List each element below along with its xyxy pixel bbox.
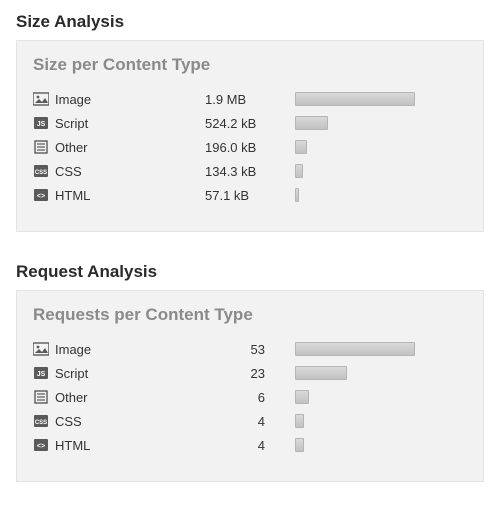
svg-text:<>: <>	[37, 443, 45, 450]
request-bar	[295, 438, 304, 452]
svg-text:CSS: CSS	[35, 420, 47, 426]
html-icon: <>	[33, 438, 49, 452]
request-bar	[295, 366, 347, 380]
table-row: CSS CSS 4	[33, 409, 467, 433]
other-icon	[33, 390, 49, 404]
row-value: 53	[205, 342, 295, 357]
table-row: Other 196.0 kB	[33, 135, 467, 159]
html-icon: <>	[33, 188, 49, 202]
css-icon: CSS	[33, 164, 49, 178]
size-analysis-section: Size Analysis Size per Content Type Imag…	[16, 12, 484, 232]
request-analysis-section: Request Analysis Requests per Content Ty…	[16, 262, 484, 482]
row-value: 6	[205, 390, 295, 405]
size-analysis-panel: Size per Content Type Image 1.9 MB JS Sc…	[16, 40, 484, 232]
row-label: Image	[55, 342, 205, 357]
size-bar	[295, 188, 299, 202]
row-label: Image	[55, 92, 205, 107]
table-row: <> HTML 4	[33, 433, 467, 457]
row-label: HTML	[55, 438, 205, 453]
row-value: 134.3 kB	[205, 164, 295, 179]
row-value: 524.2 kB	[205, 116, 295, 131]
svg-text:CSS: CSS	[35, 170, 47, 176]
table-row: JS Script 524.2 kB	[33, 111, 467, 135]
row-label: HTML	[55, 188, 205, 203]
request-analysis-title: Request Analysis	[16, 262, 484, 282]
table-row: CSS CSS 134.3 kB	[33, 159, 467, 183]
script-icon: JS	[33, 366, 49, 380]
script-icon: JS	[33, 116, 49, 130]
row-label: Script	[55, 366, 205, 381]
size-bar	[295, 164, 303, 178]
row-label: Script	[55, 116, 205, 131]
svg-text:<>: <>	[37, 193, 45, 200]
size-bar	[295, 140, 307, 154]
row-label: CSS	[55, 414, 205, 429]
request-bar	[295, 390, 309, 404]
table-row: <> HTML 57.1 kB	[33, 183, 467, 207]
row-value: 57.1 kB	[205, 188, 295, 203]
row-value: 196.0 kB	[205, 140, 295, 155]
size-analysis-title: Size Analysis	[16, 12, 484, 32]
row-value: 4	[205, 438, 295, 453]
row-value: 23	[205, 366, 295, 381]
row-label: CSS	[55, 164, 205, 179]
request-analysis-panel: Requests per Content Type Image 53 JS Sc…	[16, 290, 484, 482]
table-row: Other 6	[33, 385, 467, 409]
size-bar	[295, 92, 415, 106]
request-bar	[295, 414, 304, 428]
css-icon: CSS	[33, 414, 49, 428]
row-value: 4	[205, 414, 295, 429]
size-panel-title: Size per Content Type	[33, 55, 467, 75]
requests-panel-title: Requests per Content Type	[33, 305, 467, 325]
table-row: Image 53	[33, 337, 467, 361]
row-label: Other	[55, 140, 205, 155]
svg-text:JS: JS	[37, 371, 46, 378]
svg-text:JS: JS	[37, 121, 46, 128]
image-icon	[33, 342, 49, 356]
row-label: Other	[55, 390, 205, 405]
table-row: Image 1.9 MB	[33, 87, 467, 111]
size-bar	[295, 116, 328, 130]
table-row: JS Script 23	[33, 361, 467, 385]
other-icon	[33, 140, 49, 154]
row-value: 1.9 MB	[205, 92, 295, 107]
image-icon	[33, 92, 49, 106]
request-bar	[295, 342, 415, 356]
